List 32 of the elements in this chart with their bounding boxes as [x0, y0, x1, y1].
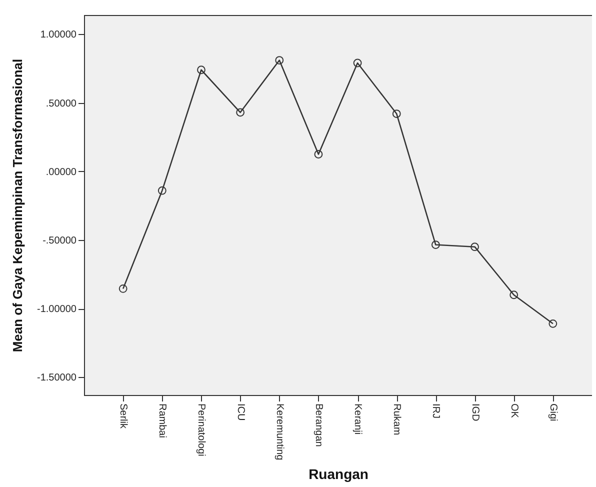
y-tick-label: -.50000 — [42, 235, 77, 246]
x-tick-label: Rambai — [156, 404, 168, 438]
x-tick-label: Rukam — [391, 404, 402, 436]
x-tick-label: Keranji — [352, 404, 364, 435]
x-tick-label: Serlik — [118, 404, 129, 430]
point — [548, 319, 558, 328]
y-axis-title: Mean of Gaya Kepemimpinan Transformasional — [10, 58, 26, 352]
y-tick-label: .50000 — [46, 98, 77, 110]
point — [275, 56, 284, 64]
x-axis-title: Ruangan — [308, 466, 368, 482]
point — [431, 240, 440, 249]
y-tick-label: -1.50000 — [37, 372, 77, 384]
point — [236, 108, 245, 117]
point — [158, 186, 166, 195]
point — [470, 242, 479, 252]
x-tick-label: Berangan — [312, 404, 324, 447]
point — [353, 58, 362, 68]
point — [118, 284, 128, 293]
x-tick-label: Keremunting — [274, 404, 285, 460]
x-tick-label: Perinatologi — [196, 404, 207, 456]
x-tick-label: OK — [508, 404, 520, 418]
point — [197, 66, 206, 74]
y-tick-label: -1.00000 — [37, 304, 77, 316]
y-tick-label: .00000 — [46, 166, 77, 178]
x-tick-label: IRJ — [430, 404, 442, 418]
x-tick-label: Gigi — [547, 404, 558, 422]
point — [392, 110, 401, 118]
x-tick-label: IGD — [469, 404, 480, 422]
y-tick-label: 1.00000 — [40, 30, 77, 41]
point — [510, 290, 518, 300]
x-tick-label: ICU — [234, 404, 246, 421]
point — [314, 150, 323, 158]
